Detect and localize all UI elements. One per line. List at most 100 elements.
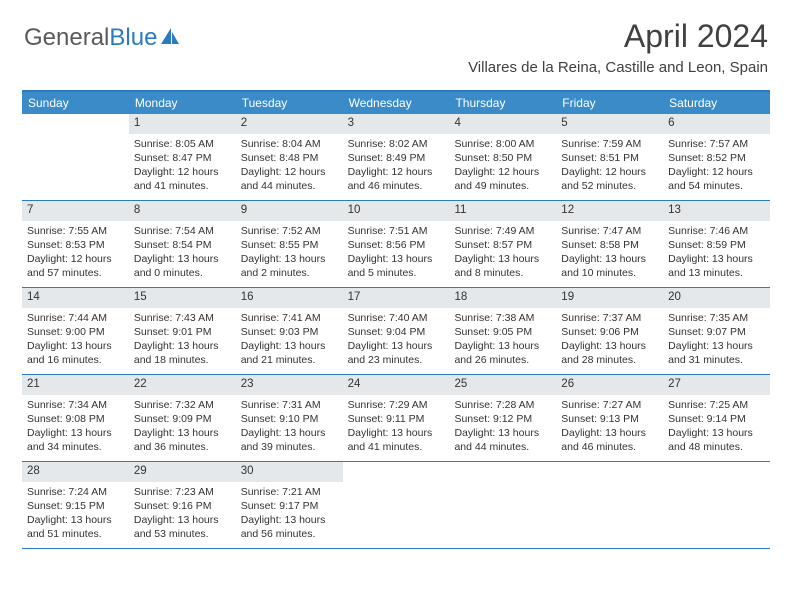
day-cell: 21Sunrise: 7:34 AMSunset: 9:08 PMDayligh…: [22, 375, 129, 461]
sunrise-text: Sunrise: 7:28 AM: [454, 398, 551, 412]
day-cell: 9Sunrise: 7:52 AMSunset: 8:55 PMDaylight…: [236, 201, 343, 287]
day-body: Sunrise: 8:02 AMSunset: 8:49 PMDaylight:…: [343, 134, 450, 198]
sunset-text: Sunset: 9:10 PM: [241, 412, 338, 426]
week-row: 28Sunrise: 7:24 AMSunset: 9:15 PMDayligh…: [22, 462, 770, 549]
week-row: 21Sunrise: 7:34 AMSunset: 9:08 PMDayligh…: [22, 375, 770, 462]
sunset-text: Sunset: 8:55 PM: [241, 238, 338, 252]
day-number: 13: [663, 201, 770, 221]
day-number: 12: [556, 201, 663, 221]
sunset-text: Sunset: 9:06 PM: [561, 325, 658, 339]
weekday-header: Sunday: [22, 92, 129, 114]
sunset-text: Sunset: 9:14 PM: [668, 412, 765, 426]
day-number: 26: [556, 375, 663, 395]
weekday-header: Saturday: [663, 92, 770, 114]
sunrise-text: Sunrise: 7:34 AM: [27, 398, 124, 412]
location-text: Villares de la Reina, Castille and Leon,…: [468, 59, 768, 76]
daylight-text: Daylight: 13 hours and 10 minutes.: [561, 252, 658, 280]
sunset-text: Sunset: 9:03 PM: [241, 325, 338, 339]
sunrise-text: Sunrise: 7:37 AM: [561, 311, 658, 325]
day-body: Sunrise: 7:46 AMSunset: 8:59 PMDaylight:…: [663, 221, 770, 285]
sunset-text: Sunset: 9:17 PM: [241, 499, 338, 513]
page-title: April 2024: [468, 18, 768, 55]
day-body: Sunrise: 7:44 AMSunset: 9:00 PMDaylight:…: [22, 308, 129, 372]
day-body: Sunrise: 7:24 AMSunset: 9:15 PMDaylight:…: [22, 482, 129, 546]
sunset-text: Sunset: 8:49 PM: [348, 151, 445, 165]
day-number: 7: [22, 201, 129, 221]
day-cell: 7Sunrise: 7:55 AMSunset: 8:53 PMDaylight…: [22, 201, 129, 287]
logo-word-blue: Blue: [109, 24, 157, 51]
sunrise-text: Sunrise: 7:27 AM: [561, 398, 658, 412]
daylight-text: Daylight: 13 hours and 36 minutes.: [134, 426, 231, 454]
day-number: [22, 114, 129, 134]
sunset-text: Sunset: 9:12 PM: [454, 412, 551, 426]
sunset-text: Sunset: 8:48 PM: [241, 151, 338, 165]
daylight-text: Daylight: 13 hours and 34 minutes.: [27, 426, 124, 454]
day-number: 2: [236, 114, 343, 134]
day-number: 17: [343, 288, 450, 308]
day-cell: 8Sunrise: 7:54 AMSunset: 8:54 PMDaylight…: [129, 201, 236, 287]
day-cell: 23Sunrise: 7:31 AMSunset: 9:10 PMDayligh…: [236, 375, 343, 461]
sunset-text: Sunset: 9:08 PM: [27, 412, 124, 426]
sunset-text: Sunset: 8:59 PM: [668, 238, 765, 252]
day-number: 29: [129, 462, 236, 482]
day-body: Sunrise: 7:59 AMSunset: 8:51 PMDaylight:…: [556, 134, 663, 198]
sunset-text: Sunset: 9:07 PM: [668, 325, 765, 339]
day-cell: 17Sunrise: 7:40 AMSunset: 9:04 PMDayligh…: [343, 288, 450, 374]
day-body: Sunrise: 7:41 AMSunset: 9:03 PMDaylight:…: [236, 308, 343, 372]
day-body: Sunrise: 7:51 AMSunset: 8:56 PMDaylight:…: [343, 221, 450, 285]
day-number: 30: [236, 462, 343, 482]
daylight-text: Daylight: 13 hours and 56 minutes.: [241, 513, 338, 541]
day-cell: 26Sunrise: 7:27 AMSunset: 9:13 PMDayligh…: [556, 375, 663, 461]
day-number: 22: [129, 375, 236, 395]
sunset-text: Sunset: 8:56 PM: [348, 238, 445, 252]
day-number: 20: [663, 288, 770, 308]
sunrise-text: Sunrise: 7:31 AM: [241, 398, 338, 412]
daylight-text: Daylight: 13 hours and 13 minutes.: [668, 252, 765, 280]
day-cell: [22, 114, 129, 200]
day-cell: 4Sunrise: 8:00 AMSunset: 8:50 PMDaylight…: [449, 114, 556, 200]
daylight-text: Daylight: 13 hours and 53 minutes.: [134, 513, 231, 541]
sunrise-text: Sunrise: 7:32 AM: [134, 398, 231, 412]
sunrise-text: Sunrise: 7:38 AM: [454, 311, 551, 325]
sunrise-text: Sunrise: 7:49 AM: [454, 224, 551, 238]
sunrise-text: Sunrise: 7:23 AM: [134, 485, 231, 499]
day-cell: 24Sunrise: 7:29 AMSunset: 9:11 PMDayligh…: [343, 375, 450, 461]
day-body: Sunrise: 7:23 AMSunset: 9:16 PMDaylight:…: [129, 482, 236, 546]
daylight-text: Daylight: 13 hours and 21 minutes.: [241, 339, 338, 367]
sunrise-text: Sunrise: 7:52 AM: [241, 224, 338, 238]
sunset-text: Sunset: 9:01 PM: [134, 325, 231, 339]
sunrise-text: Sunrise: 8:00 AM: [454, 137, 551, 151]
daylight-text: Daylight: 13 hours and 44 minutes.: [454, 426, 551, 454]
sunrise-text: Sunrise: 7:44 AM: [27, 311, 124, 325]
daylight-text: Daylight: 13 hours and 51 minutes.: [27, 513, 124, 541]
day-number: 8: [129, 201, 236, 221]
sunrise-text: Sunrise: 7:29 AM: [348, 398, 445, 412]
day-cell: 18Sunrise: 7:38 AMSunset: 9:05 PMDayligh…: [449, 288, 556, 374]
day-number: [449, 462, 556, 482]
day-body: Sunrise: 7:29 AMSunset: 9:11 PMDaylight:…: [343, 395, 450, 459]
sunrise-text: Sunrise: 7:47 AM: [561, 224, 658, 238]
day-number: 3: [343, 114, 450, 134]
sunset-text: Sunset: 9:11 PM: [348, 412, 445, 426]
day-cell: 5Sunrise: 7:59 AMSunset: 8:51 PMDaylight…: [556, 114, 663, 200]
daylight-text: Daylight: 13 hours and 28 minutes.: [561, 339, 658, 367]
sunrise-text: Sunrise: 7:55 AM: [27, 224, 124, 238]
day-body: Sunrise: 7:55 AMSunset: 8:53 PMDaylight:…: [22, 221, 129, 285]
day-number: 19: [556, 288, 663, 308]
sunset-text: Sunset: 8:51 PM: [561, 151, 658, 165]
sunset-text: Sunset: 9:05 PM: [454, 325, 551, 339]
week-row: 7Sunrise: 7:55 AMSunset: 8:53 PMDaylight…: [22, 201, 770, 288]
logo-word-general: General: [24, 24, 109, 51]
sunset-text: Sunset: 9:09 PM: [134, 412, 231, 426]
sunset-text: Sunset: 8:54 PM: [134, 238, 231, 252]
day-cell: 3Sunrise: 8:02 AMSunset: 8:49 PMDaylight…: [343, 114, 450, 200]
day-cell: 29Sunrise: 7:23 AMSunset: 9:16 PMDayligh…: [129, 462, 236, 548]
day-body: Sunrise: 7:35 AMSunset: 9:07 PMDaylight:…: [663, 308, 770, 372]
daylight-text: Daylight: 13 hours and 18 minutes.: [134, 339, 231, 367]
day-number: 9: [236, 201, 343, 221]
sunrise-text: Sunrise: 7:25 AM: [668, 398, 765, 412]
day-body: Sunrise: 7:31 AMSunset: 9:10 PMDaylight:…: [236, 395, 343, 459]
day-cell: 13Sunrise: 7:46 AMSunset: 8:59 PMDayligh…: [663, 201, 770, 287]
day-body: Sunrise: 8:04 AMSunset: 8:48 PMDaylight:…: [236, 134, 343, 198]
daylight-text: Daylight: 13 hours and 46 minutes.: [561, 426, 658, 454]
